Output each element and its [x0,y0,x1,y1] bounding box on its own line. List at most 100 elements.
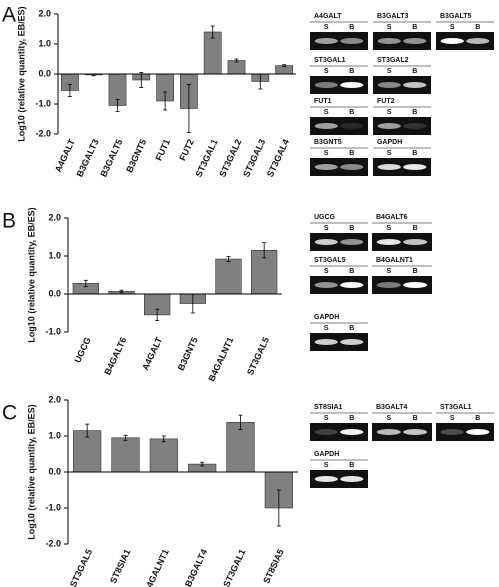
gel-image [372,233,432,251]
gel-band [340,123,364,129]
gel: ST3GAL5 S B [310,257,368,294]
y-axis-label: Log10 (relative quantity, EB/ES) [26,404,36,539]
gel: UGCG S B [310,214,368,251]
x-tick-label: B4GALT6 [102,336,128,377]
gel-gene: FUT2 [377,98,395,105]
gel-gene: A4GALT [314,13,342,20]
gel: FUT1 S B [310,98,368,135]
gel-band [403,164,427,170]
gel-band [314,339,338,345]
gel-band [403,429,428,435]
x-tick-label: B3GALT4 [183,548,209,587]
gel-band [377,38,401,44]
gel-lane: B [413,415,418,422]
gel-gene: B4GALNT1 [376,257,413,264]
error-bar [161,435,166,443]
gel-image [436,423,494,441]
gel: A4GALT S B [310,13,368,50]
gel-image [372,423,432,441]
x-tick-label: ST8SIA5 [261,548,285,585]
gel-gene: B3GALT3 [377,13,408,20]
gel: ST3GAL1 S B [436,404,494,441]
gel-band [403,282,428,288]
gel-gene: B3GNT5 [314,139,342,146]
gel-band [340,239,364,245]
gel: GAPDH S B [373,139,431,176]
gel-band [340,282,364,288]
x-tick-label: UGCG [72,336,92,365]
error-bar [155,308,160,322]
x-tick-label: FUT2 [177,138,196,163]
chart: 2.0 1.0 0.0 -1.0 -2.0 Log10 (relative quantit… [16,6,296,179]
gel-band [314,429,338,435]
gel-image [310,423,368,441]
bar [215,258,242,295]
gel-gene: ST3GAL5 [314,257,346,264]
gel-band [377,123,401,129]
gel-lane: S [450,24,455,31]
gel: ST3GAL1 S B [310,57,368,94]
x-tick-label: B4GALNT1 [206,336,235,383]
gel: B4GALT6 S B [372,214,432,251]
gel-band [340,82,364,88]
gel-band [314,82,338,88]
x-tick-label: A4GALT [140,335,164,372]
gel-lane: B [412,24,417,31]
gel-lane: B [475,24,480,31]
y-tick-label: 1.0 [48,250,61,260]
gel-band [466,38,490,44]
y-tick-label: -1.0 [45,326,61,336]
gel-image [373,158,431,176]
error-bar [238,414,243,430]
error-bar [282,64,287,67]
y-tick-label: -2.0 [45,538,61,548]
x-tick-label: B3GNT5 [176,336,200,372]
gel: FUT2 S B [373,98,431,135]
gel-band [403,239,428,245]
gel-lane: S [324,325,329,332]
gel-band [314,38,338,44]
bar [111,437,140,473]
gel-lane: B [349,150,354,157]
error-bar [119,289,124,293]
error-bar [67,84,72,97]
gel-lane: S [386,225,391,232]
error-bar [85,423,90,438]
gel-gene: GAPDH [377,139,402,146]
gel-gene: GAPDH [314,451,339,458]
gel-band [440,429,464,435]
gel-band [466,429,490,435]
gel-image [310,32,368,50]
gel-band [340,38,364,44]
gel: B3GNT5 S B [310,139,368,176]
error-bar [83,279,88,287]
y-tick-label: 1.0 [38,38,51,48]
gel-gene: B4GALT6 [376,214,407,221]
gel-lane: B [475,415,480,422]
y-tick-label: -2.0 [35,128,51,138]
gel-band [314,239,338,245]
gel-image [310,158,368,176]
y-tick-label: 2.0 [48,212,61,222]
gel-gene: FUT1 [314,98,332,105]
bar [73,430,102,473]
x-tick-label: B3GNT5 [124,138,148,174]
chart: 2.0 1.0 0.0 -1.0 -2.0 Log10 (relative quantit… [26,394,298,587]
gel-lane: B [349,325,354,332]
gel: GAPDH S B [310,451,368,488]
bar [227,60,246,75]
gel-band [403,82,427,88]
gel-image [310,470,368,488]
y-tick-label: 0.0 [48,288,61,298]
error-bar [123,434,128,441]
gel-lane: S [386,268,391,275]
x-tick-label: B4GALNT1 [142,548,171,587]
gel-lane: S [324,109,329,116]
gel-image [373,32,431,50]
gel-image [310,276,368,294]
gel-gene: ST8SIA1 [314,404,343,411]
x-tick-label: ST3GAL5 [245,336,271,377]
gel-band [403,38,427,44]
error-bar [262,242,267,259]
y-tick-label: 2.0 [38,8,51,18]
